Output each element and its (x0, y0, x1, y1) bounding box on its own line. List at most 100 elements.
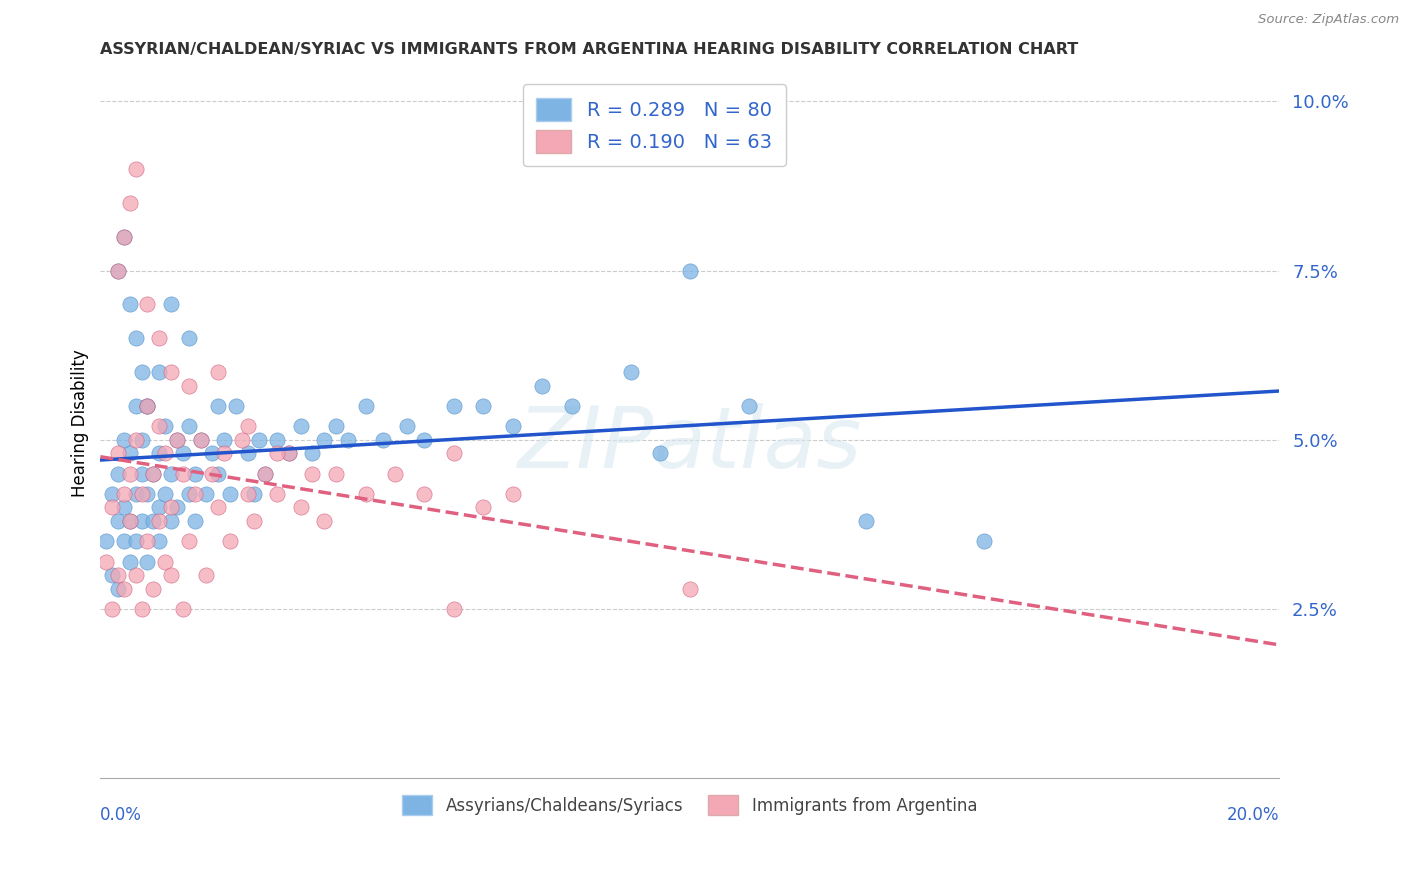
Point (101, 602, 124, 616)
Point (136, 555, 159, 569)
Point (131, 467, 153, 481)
Point (112, 229, 135, 244)
Point (266, 446, 288, 460)
Point (160, 365, 183, 379)
Point (107, 568, 129, 582)
Point (160, 297, 183, 311)
Text: 0.0%: 0.0% (100, 806, 142, 824)
Point (125, 534, 148, 549)
Point (160, 467, 183, 481)
Text: ZIPatlas: ZIPatlas (517, 402, 862, 485)
Point (148, 365, 170, 379)
Point (266, 487, 288, 501)
Point (153, 446, 176, 460)
Point (172, 446, 194, 460)
Point (107, 467, 129, 481)
Point (502, 487, 524, 501)
Point (177, 378, 200, 392)
Point (118, 514, 141, 528)
Point (277, 446, 299, 460)
Point (107, 446, 129, 460)
Point (413, 433, 436, 447)
Point (177, 331, 200, 345)
Point (148, 446, 170, 460)
Point (973, 534, 995, 549)
Point (190, 433, 212, 447)
Point (112, 582, 135, 596)
Text: 20.0%: 20.0% (1226, 806, 1279, 824)
Point (125, 433, 148, 447)
Point (443, 602, 465, 616)
Point (118, 297, 141, 311)
Point (354, 487, 377, 501)
Point (101, 500, 124, 515)
Point (148, 514, 170, 528)
Point (148, 500, 170, 515)
Point (136, 399, 159, 413)
Point (172, 602, 194, 616)
Point (443, 446, 465, 460)
Point (183, 467, 205, 481)
Point (118, 467, 141, 481)
Point (236, 419, 259, 434)
Point (166, 433, 188, 447)
Point (131, 514, 153, 528)
Point (314, 514, 336, 528)
Point (101, 568, 124, 582)
Point (112, 534, 135, 549)
Point (242, 487, 264, 501)
Point (254, 467, 277, 481)
Point (225, 399, 247, 413)
Point (101, 487, 124, 501)
Point (502, 419, 524, 434)
Point (242, 514, 264, 528)
Point (301, 446, 323, 460)
Point (290, 419, 312, 434)
Point (131, 433, 153, 447)
Legend: Assyrians/Chaldeans/Syriacs, Immigrants from Argentina: Assyrians/Chaldeans/Syriacs, Immigrants … (394, 787, 986, 823)
Point (219, 487, 242, 501)
Point (325, 419, 347, 434)
Point (136, 297, 159, 311)
Point (142, 514, 165, 528)
Point (195, 487, 218, 501)
Point (207, 500, 229, 515)
Point (325, 467, 347, 481)
Point (413, 487, 436, 501)
Point (249, 433, 271, 447)
Point (160, 514, 183, 528)
Point (112, 487, 135, 501)
Point (125, 399, 148, 413)
Point (354, 399, 377, 413)
Point (384, 467, 406, 481)
Point (136, 487, 159, 501)
Point (207, 365, 229, 379)
Text: ASSYRIAN/CHALDEAN/SYRIAC VS IMMIGRANTS FROM ARGENTINA HEARING DISABILITY CORRELA: ASSYRIAN/CHALDEAN/SYRIAC VS IMMIGRANTS F… (100, 42, 1078, 57)
Point (177, 419, 200, 434)
Point (373, 433, 395, 447)
Point (118, 196, 141, 211)
Point (443, 399, 465, 413)
Point (166, 500, 188, 515)
Point (142, 582, 165, 596)
Point (290, 500, 312, 515)
Point (125, 568, 148, 582)
Point (395, 419, 418, 434)
Point (160, 568, 183, 582)
Point (190, 433, 212, 447)
Point (125, 162, 148, 177)
Text: Source: ZipAtlas.com: Source: ZipAtlas.com (1258, 13, 1399, 27)
Point (183, 487, 205, 501)
Point (737, 399, 759, 413)
Point (219, 534, 242, 549)
Point (118, 446, 141, 460)
Point (112, 229, 135, 244)
Point (118, 514, 141, 528)
Point (107, 514, 129, 528)
Point (96, 534, 118, 549)
Point (107, 263, 129, 277)
Point (142, 467, 165, 481)
Point (153, 487, 176, 501)
Point (336, 433, 359, 447)
Point (207, 467, 229, 481)
